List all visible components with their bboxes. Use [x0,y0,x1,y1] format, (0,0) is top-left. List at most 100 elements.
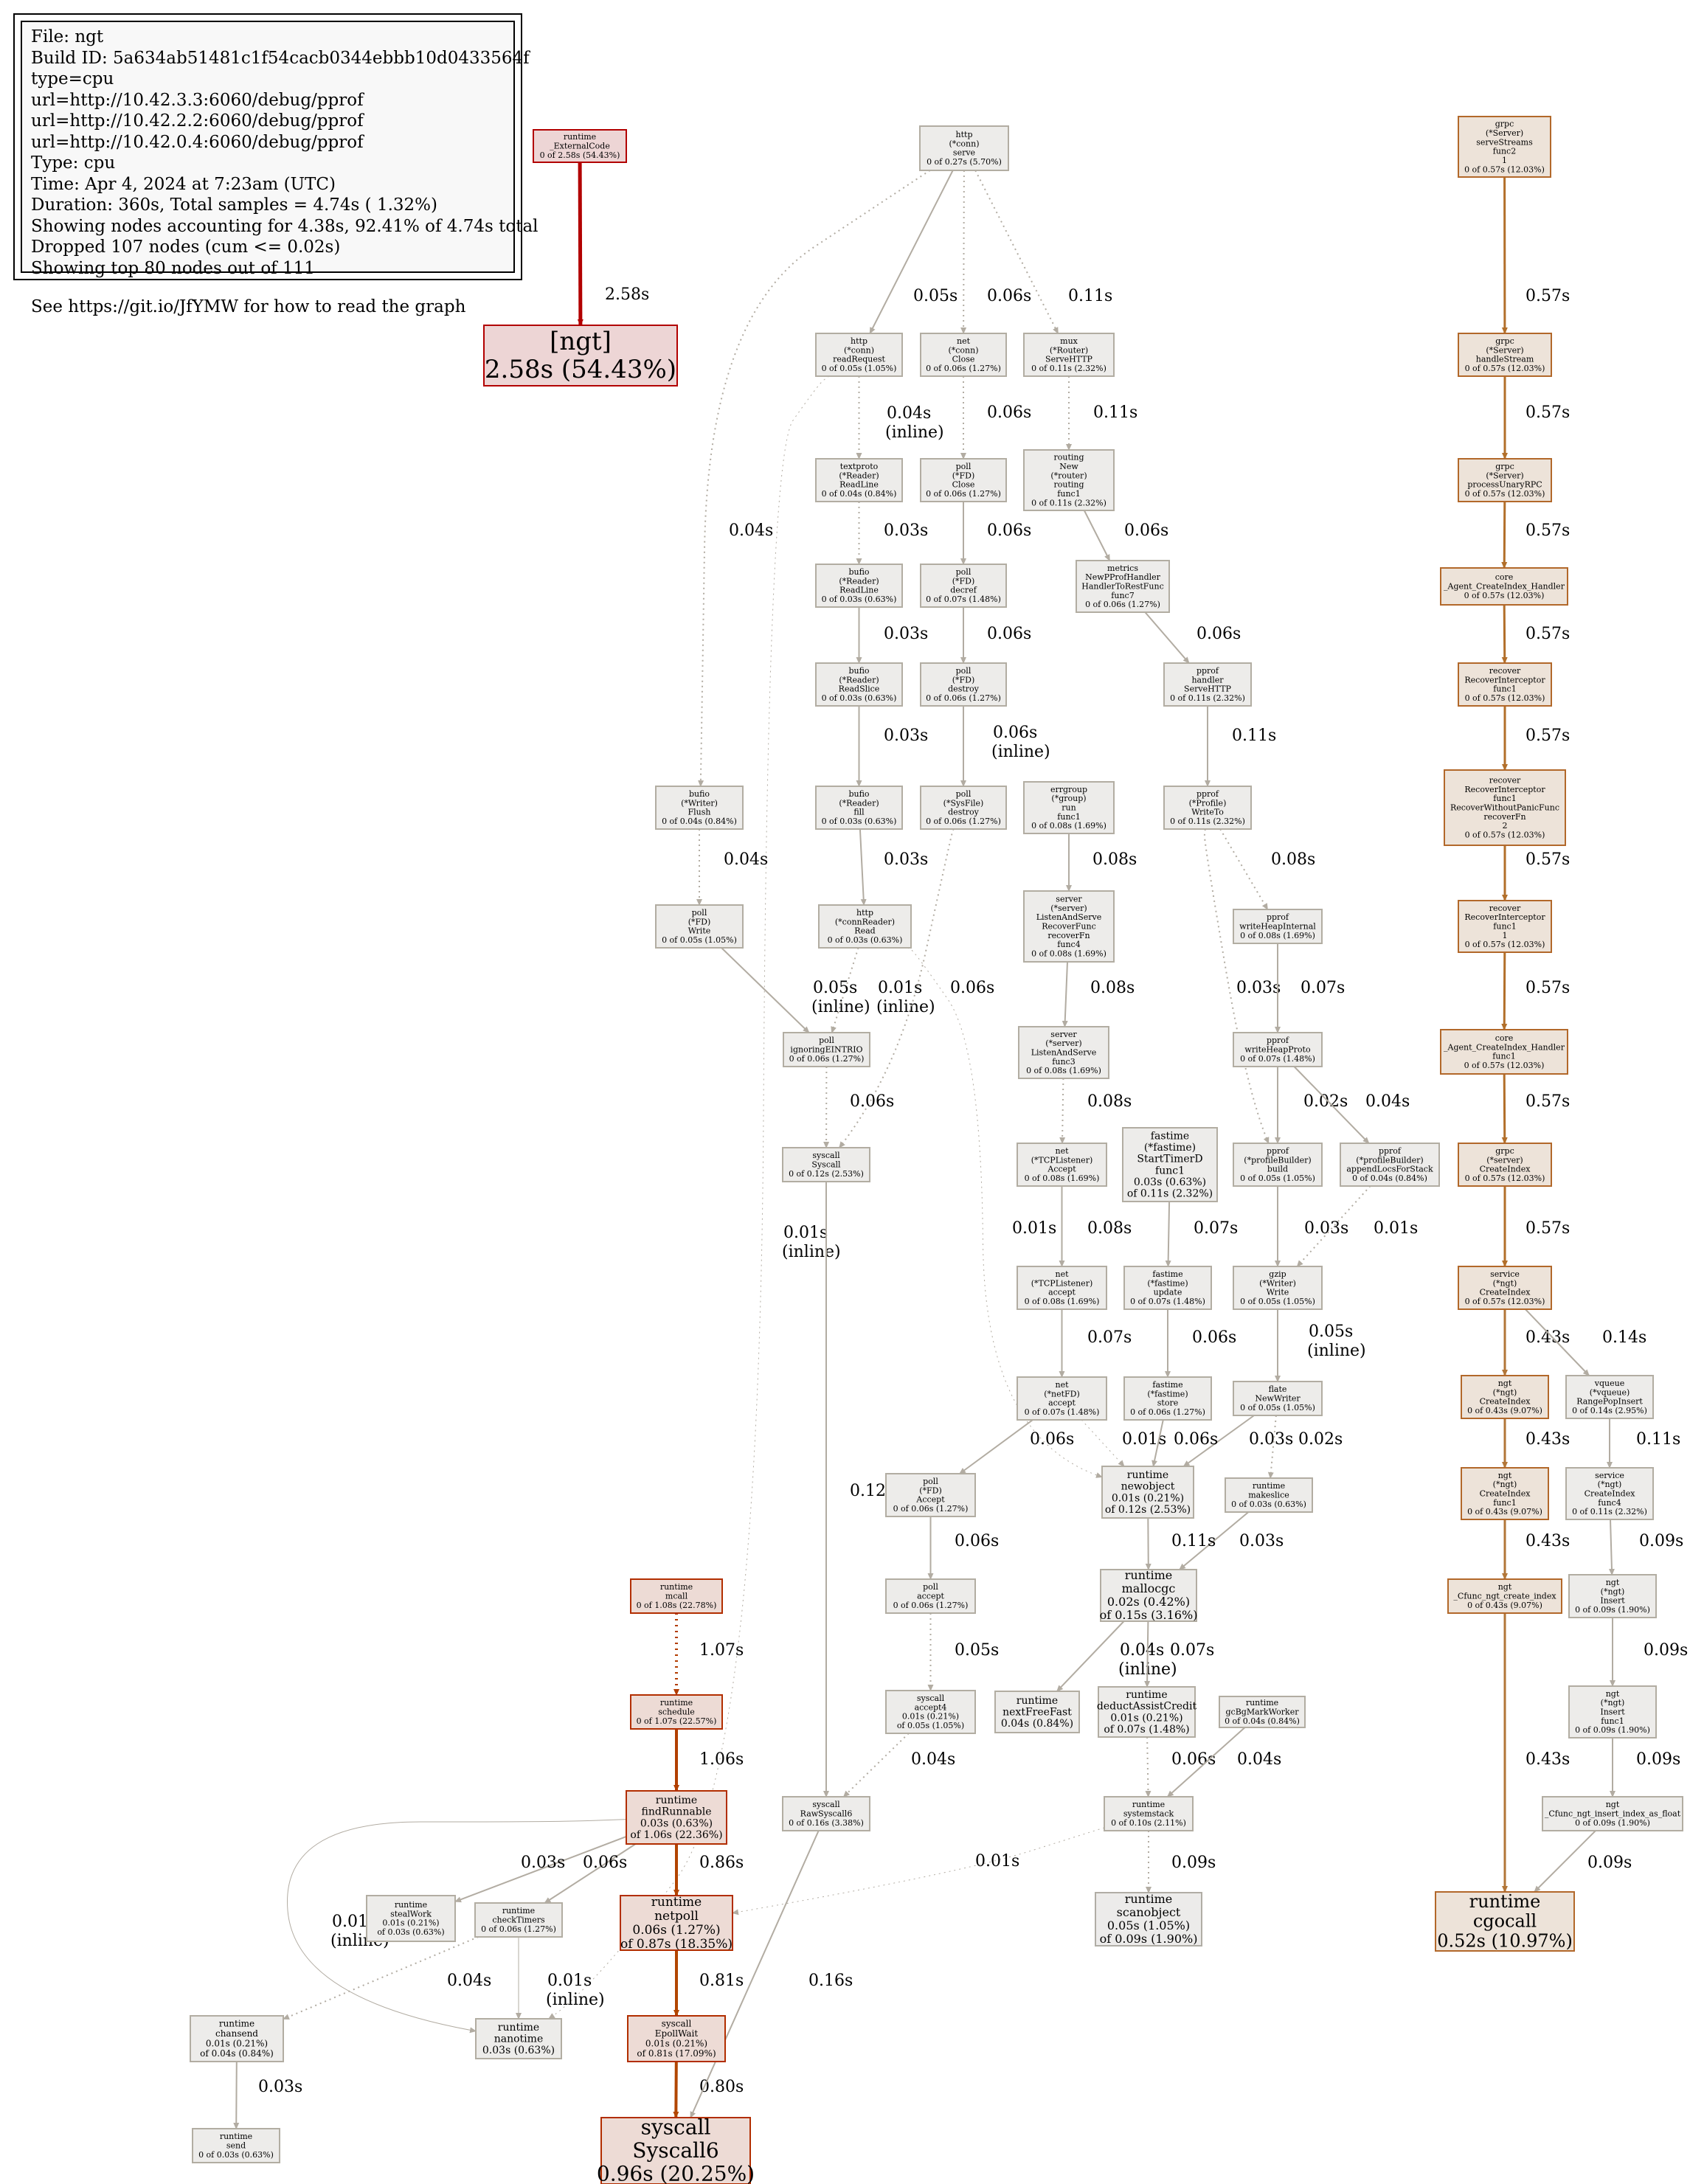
node-runtime-netpoll[interactable]: runtime netpoll 0.06s (1.27%) of 0.87s (18.… [620,1895,733,1952]
node-net-tcpaccept-up[interactable]: net (*TCPListener) Accept 0 of 0.08s (1.69%… [1017,1143,1107,1187]
node-runtime-deductassist[interactable]: runtime deductAssistCredit 0.01s (0.21%) of… [1097,1686,1197,1738]
node-routing[interactable]: routing New (*router) routing func1 0 of 0.11… [1023,449,1115,511]
node-vqueue-rangepop[interactable]: vqueue (*vqueue) RangePopInsert 0 of 0.14s … [1565,1375,1654,1419]
node-poll-write[interactable]: poll (*FD) Write 0 of 0.05s (1.05%) [655,904,744,949]
node-flate-newwriter[interactable]: flate NewWriter 0 of 0.05s (1.05%) [1233,1381,1323,1416]
node-fastime-update[interactable]: fastime (*fastime) update 0 of 0.07s (1.48%… [1123,1266,1212,1310]
node-pprof-writeto[interactable]: pprof (*Profile) WriteTo 0 of 0.11s (2.32%) [1163,786,1252,830]
node-label: recover RecoverInterceptor func1 1 0 of 0.57… [1464,904,1545,949]
node-runtime-mallocgc[interactable]: runtime mallocgc 0.02s (0.42%) of 0.15s (3.… [1100,1568,1198,1622]
node-service-func4[interactable]: service (*ngt) CreateIndex func4 0 of 0.11s … [1565,1467,1654,1520]
node-extcode[interactable]: runtime _ExternalCode 0 of 2.58s (54.43%) [533,129,627,163]
node-ngt-insert[interactable]: ngt (*ngt) Insert 0 of 0.09s (1.90%) [1568,1574,1657,1618]
node-label: server (*server) ListenAndServe RecoverFunc… [1031,895,1107,959]
node-mux-serve[interactable]: mux (*Router) ServeHTTP 0 of 0.11s (2.32%) [1023,333,1115,377]
node-pprof-build[interactable]: pprof (*profileBuilder) build 0 of 0.05s (1… [1233,1143,1323,1187]
node-grpc-handlestream[interactable]: grpc (*Server) handleStream 0 of 0.57s (12.… [1458,333,1552,377]
node-box [1098,1686,1196,1738]
node-recover-recoverfn[interactable]: recover RecoverInterceptor func1 RecoverWit… [1444,769,1566,846]
node-net-netfd-accept[interactable]: net (*netFD) accept 0 of 0.07s (1.48%) [1017,1376,1107,1421]
node-runtime-schedule[interactable]: runtime schedule 0 of 1.07s (22.57%) [630,1694,723,1730]
node-metrics[interactable]: metrics NewPProfHandler HandlerToRestFunc f… [1076,560,1170,613]
node-syscall-epollwait[interactable]: syscall EpollWait 0.01s (0.21%) of 0.81s (1… [627,2015,726,2062]
node-grpc-createindex[interactable]: grpc (*server) CreateIndex 0 of 0.57s (12.0… [1458,1143,1552,1187]
node-runtime-makeslice[interactable]: runtime makeslice 0 of 0.03s (0.63%) [1225,1477,1313,1513]
node-fastime-timer[interactable]: fastime (*fastime) StartTimerD func1 0.03s (… [1122,1127,1218,1202]
node-http-connread[interactable]: http (*connReader) Read 0 of 0.03s (0.63%) [818,904,912,949]
node-server-func3[interactable]: server (*server) ListenAndServe func3 0 of 0… [1018,1026,1109,1079]
node-pprof-appendlocs[interactable]: pprof (*profileBuilder) appendLocsForStack… [1340,1143,1440,1187]
node-syscall-syscall[interactable]: syscall Syscall 0 of 0.12s (2.53%) [782,1147,870,1182]
node-runtime-checktimers[interactable]: runtime checkTimers 0 of 0.06s (1.27%) [474,1902,563,1938]
node-fastime-store[interactable]: fastime (*fastime) store 0 of 0.06s (1.27%) [1123,1376,1212,1421]
node-poll-eintr[interactable]: poll ignoringEINTRIO 0 of 0.06s (1.27%) [783,1032,870,1067]
node-poll-accept-up[interactable]: poll (*FD) Accept 0 of 0.06s (1.27%) [885,1473,976,1517]
node-label: fastime (*fastime) StartTimerD func1 0.03s (… [1127,1130,1213,1199]
node-server-recover[interactable]: server (*server) ListenAndServe RecoverFunc… [1023,890,1115,963]
node-box [1095,1892,1202,1946]
node-pprof-writeheapinternal[interactable]: pprof writeHeapInternal 0 of 0.08s (1.69%) [1233,909,1323,944]
edge-fastime_store-to-runtime_newobject [1152,1419,1164,1467]
node-ngt-cfunc-create[interactable]: ngt _Cfunc_ngt_create_index 0 of 0.43s (9.… [1447,1578,1562,1614]
node-bufio-fill[interactable]: bufio (*Reader) fill 0 of 0.03s (0.63%) [815,786,903,830]
node-label: core _Agent_CreateIndex_Handler 0 of 0.57s… [1444,572,1565,600]
node-runtime-stealwork[interactable]: runtime stealWork 0.01s (0.21%) of 0.03s (0… [366,1895,456,1942]
node-box [1233,909,1323,944]
node-grpc-processunary[interactable]: grpc (*Server) processUnaryRPC 0 of 0.57s (… [1458,458,1552,502]
node-runtime-nanotime[interactable]: runtime nanotime 0.03s (0.63%) [475,2018,562,2059]
node-recover-func1-up[interactable]: recover RecoverInterceptor func1 0 of 0.57s… [1458,662,1552,707]
node-runtime-chansend[interactable]: runtime chansend 0.01s (0.21%) of 0.04s (0.… [190,2015,284,2062]
node-http-readreq[interactable]: http (*conn) readRequest 0 of 0.05s (1.05%) [815,333,903,377]
node-runtime-systemstack[interactable]: runtime systemstack 0 of 0.10s (2.11%) [1104,1796,1194,1831]
node-ngt-createindex-func1[interactable]: ngt (*ngt) CreateIndex func1 0 of 0.43s (9.0… [1461,1467,1549,1520]
node-runtime-gcbgmark[interactable]: runtime gcBgMarkWorker 0 of 0.04s (0.84%) [1219,1696,1306,1728]
node-runtime-findrunnable[interactable]: runtime findRunnable 0.03s (0.63%) of 1.06s… [626,1790,727,1845]
node-bufio-readline[interactable]: bufio (*Reader) ReadLine 0 of 0.03s (0.63%) [815,564,903,608]
node-net-tcpaccept-low[interactable]: net (*TCPListener) accept 0 of 0.08s (1.69%… [1017,1266,1107,1310]
node-syscall-rawsyscall6[interactable]: syscall RawSyscall6 0 of 0.16s (3.38%) [782,1796,870,1831]
node-label: poll (*FD) destroy 0 of 0.06s (1.27%) [926,666,1001,703]
node-bufio-flush[interactable]: bufio (*Writer) Flush 0 of 0.04s (0.84%) [655,786,744,830]
node-box [919,125,1009,171]
node-errgroup[interactable]: errgroup (*group) run func1 0 of 0.08s (1.69… [1023,781,1115,834]
node-http-serve[interactable]: http (*conn) serve 0 of 0.27s (5.70%) [919,125,1009,171]
node-runtime-nextfreefast[interactable]: runtime nextFreeFast 0.04s (0.84%) [994,1691,1080,1733]
node-grpc-servestreams[interactable]: grpc (*Server) serveStreams func2 1 0 of 0.57… [1458,116,1551,178]
edge-service_func4-to-ngt_insert [1608,1519,1615,1575]
node-ngt-cfunc-insert[interactable]: ngt _Cfunc_ngt_insert_index_as_float 0 of … [1542,1796,1683,1831]
node-core-handler-up[interactable]: core _Agent_CreateIndex_Handler 0 of 0.57s… [1440,567,1568,606]
node-label: runtime send 0 of 0.03s (0.63%) [198,2132,274,2160]
node-gzip-write[interactable]: gzip (*Writer) Write 0 of 0.05s (1.05%) [1233,1266,1323,1310]
node-box [1542,1796,1683,1831]
node-runtime-scanobject[interactable]: runtime scanobject 0.05s (1.05%) of 0.09s (… [1095,1892,1202,1946]
node-pprof-writeheapproto[interactable]: pprof writeHeapProto 0 of 0.07s (1.48%) [1233,1032,1323,1067]
node-ngt-insert-func1[interactable]: ngt (*ngt) Insert func1 0 of 0.09s (1.90%) [1568,1685,1657,1738]
node-poll-destroy[interactable]: poll (*FD) destroy 0 of 0.06s (1.27%) [920,662,1007,707]
node-box [1458,900,1552,953]
node-poll-decref[interactable]: poll (*FD) decref 0 of 0.07s (1.48%) [920,564,1007,608]
node-bufio-readslice[interactable]: bufio (*Reader) ReadSlice 0 of 0.03s (0.63%… [815,662,903,707]
node-ngt-main[interactable]: [ngt] 2.58s (54.43%) [483,325,678,386]
node-label: runtime scanobject 0.05s (1.05%) of 0.09s (… [1100,1892,1198,1946]
node-syscall-syscall6[interactable]: syscall Syscall6 0.96s (20.25%) [597,2115,755,2184]
node-textproto[interactable]: textproto (*Reader) ReadLine 0 of 0.04s (0.… [815,458,903,502]
node-label: textproto (*Reader) ReadLine 0 of 0.04s (0.… [822,462,897,499]
node-poll-accept-low[interactable]: poll accept 0 of 0.06s (1.27%) [885,1578,976,1614]
node-runtime-cgocall[interactable]: runtime cgocall 0.52s (10.97%) [1435,1891,1575,1952]
node-service-createindex[interactable]: service (*ngt) CreateIndex 0 of 0.57s (12.0… [1458,1266,1552,1310]
node-runtime-send[interactable]: runtime send 0 of 0.03s (0.63%) [192,2128,280,2163]
node-runtime-mcall[interactable]: runtime mcall 0 of 1.08s (22.78%) [630,1578,723,1614]
node-recover-func1-low[interactable]: recover RecoverInterceptor func1 1 0 of 0.57… [1458,900,1552,953]
node-poll-close[interactable]: poll (*FD) Close 0 of 0.06s (1.27%) [920,458,1007,502]
node-pprof-handler[interactable]: pprof handler ServeHTTP 0 of 0.11s (2.32%) [1163,662,1252,707]
node-runtime-newobject[interactable]: runtime newobject 0.01s (0.21%) of 0.12s (2… [1101,1466,1194,1519]
edge-label: 0.07s [1301,979,1345,997]
node-ngt-createindex[interactable]: ngt (*ngt) CreateIndex 0 of 0.43s (9.07%) [1461,1375,1549,1419]
edge-label: 0.57s [1525,850,1570,869]
node-syscall-accept4[interactable]: syscall accept4 0.01s (0.21%) of 0.05s (1.0… [885,1690,976,1734]
node-net-close[interactable]: net (*conn) Close 0 of 0.06s (1.27%) [920,333,1007,377]
edge-label: 0.43s [1525,1750,1570,1769]
node-poll-sysfile[interactable]: poll (*SysFile) destroy 0 of 0.06s (1.27%) [920,786,1007,830]
node-core-handler-low[interactable]: core _Agent_CreateIndex_Handler func1 0 of … [1440,1029,1568,1075]
node-box [630,1694,723,1730]
